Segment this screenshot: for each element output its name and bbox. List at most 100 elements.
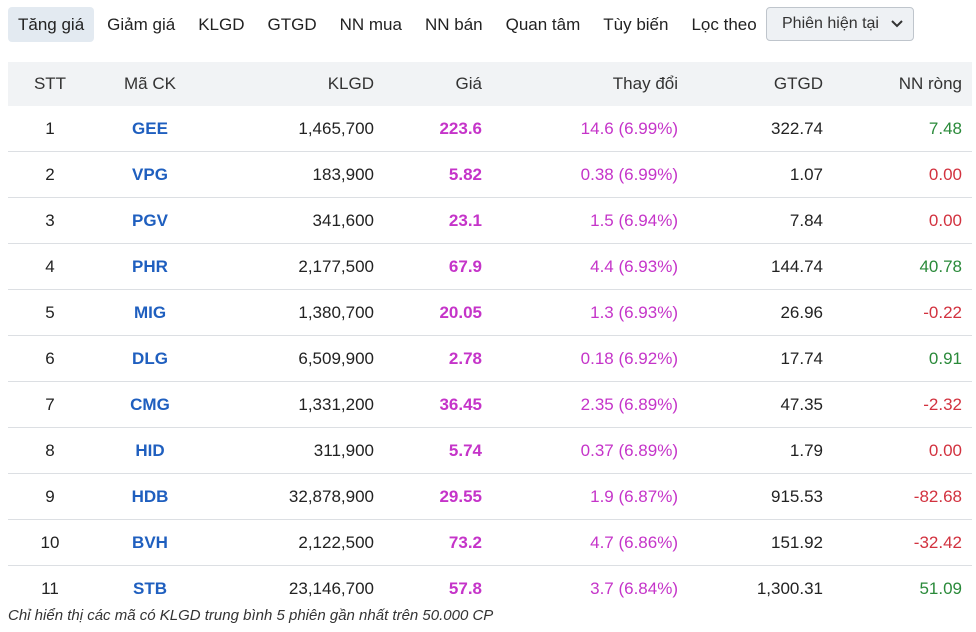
table-row: 6 DLG 6,509,900 2.78 0.18 (6.92%) 17.74 0.91 <box>8 335 972 382</box>
tab[interactable]: Giảm giá <box>107 15 176 34</box>
table-row: 3 PGV 341,600 23.1 1.5 (6.94%) 7.84 0.00 <box>8 197 972 244</box>
cell: 4.4 (6.93%) <box>492 243 688 290</box>
cell: 5 <box>8 289 92 336</box>
cell: 2,122,500 <box>208 519 384 566</box>
cell: 5.74 <box>384 427 492 474</box>
stock-code[interactable]: CMG <box>92 381 208 428</box>
cell: 3 <box>8 197 92 244</box>
cell: 4.7 (6.86%) <box>492 519 688 566</box>
tab[interactable]: Tăng giá <box>8 7 95 42</box>
cell: 1,380,700 <box>208 289 384 336</box>
cell: 0.18 (6.92%) <box>492 335 688 382</box>
cell: 73.2 <box>384 519 492 566</box>
column-header: Thay đổi <box>492 62 688 106</box>
cell: 1.9 (6.87%) <box>492 473 688 520</box>
cell: 17.74 <box>688 335 833 382</box>
cell: 144.74 <box>688 243 833 290</box>
cell: 51.09 <box>919 578 962 598</box>
cell: 915.53 <box>688 473 833 520</box>
table-row: 10 BVH 2,122,500 73.2 4.7 (6.86%) 151.92 -32.4… <box>8 519 972 566</box>
cell: 183,900 <box>208 151 384 198</box>
cell: 0.00 <box>833 427 972 474</box>
cell: 1,300.31 <box>756 578 823 598</box>
footnote: Chỉ hiển thị các mã có KLGD trung bình 5… <box>8 607 494 624</box>
cell: 1.79 <box>688 427 833 474</box>
cell: 4 <box>8 243 92 290</box>
stock-code[interactable]: DLG <box>92 335 208 382</box>
cell: 1,465,700 <box>208 106 384 152</box>
cell: 8 <box>8 427 92 474</box>
column-header: Giá <box>384 62 492 106</box>
tab[interactable]: NN bán <box>424 15 483 34</box>
cell: 14.6 (6.99%) <box>492 106 688 152</box>
cell: 40.78 <box>833 243 972 290</box>
table-row: 11 STB 23,146,700 57.8 3.7 (6.84%) 1,300.31 51… <box>8 566 972 612</box>
cell: 32,878,900 <box>208 473 384 520</box>
cell: 6,509,900 <box>208 335 384 382</box>
cell: 3.7 (6.84%) <box>590 578 678 598</box>
tab[interactable]: Lọc theo <box>691 15 757 34</box>
cell: 5.82 <box>384 151 492 198</box>
cell: 47.35 <box>688 381 833 428</box>
cell: 1,331,200 <box>208 381 384 428</box>
cell: 1 <box>8 106 92 152</box>
column-header: GTGD <box>688 62 833 106</box>
cell: -2.32 <box>833 381 972 428</box>
select-label: Phiên hiện tại <box>782 15 879 32</box>
header-row: STT Mã CK KLGD Giá Thay đổi GTGD NN ròng <box>8 62 972 106</box>
column-header: STT <box>8 62 92 106</box>
cell: 9 <box>8 473 92 520</box>
cell: 2.78 <box>384 335 492 382</box>
stock-code[interactable]: PGV <box>92 197 208 244</box>
cell: 7.48 <box>833 106 972 152</box>
cell: 36.45 <box>384 381 492 428</box>
cell: 0.38 (6.99%) <box>492 151 688 198</box>
cell: 57.8 <box>448 578 482 598</box>
cell: 7.84 <box>688 197 833 244</box>
stock-code[interactable]: BVH <box>92 519 208 566</box>
table-row: 2 VPG 183,900 5.82 0.38 (6.99%) 1.07 0.00 <box>8 151 972 198</box>
cell: 1.07 <box>688 151 833 198</box>
cell: 0.00 <box>833 197 972 244</box>
session-select[interactable]: Phiên hiện tại <box>766 7 914 41</box>
stock-code[interactable]: PHR <box>92 243 208 290</box>
stock-code[interactable]: VPG <box>92 151 208 198</box>
cell: 1.5 (6.94%) <box>492 197 688 244</box>
stock-code[interactable]: HDB <box>92 473 208 520</box>
cell: 311,900 <box>208 427 384 474</box>
tab[interactable]: Quan tâm <box>505 15 581 34</box>
cell: 0.00 <box>833 151 972 198</box>
tab[interactable]: NN mua <box>339 15 402 34</box>
column-header: KLGD <box>208 62 384 106</box>
table-body: 1 GEE 1,465,700 223.6 14.6 (6.99%) 322.74 7.48… <box>8 106 972 611</box>
cell: 2 <box>8 151 92 198</box>
cell: 0.91 <box>833 335 972 382</box>
stock-code[interactable]: MIG <box>92 289 208 336</box>
cell: 23.1 <box>384 197 492 244</box>
cell: 6 <box>8 335 92 382</box>
column-header: NN ròng <box>833 62 972 106</box>
cell: 2,177,500 <box>208 243 384 290</box>
cell: 151.92 <box>688 519 833 566</box>
cell: 0.37 (6.89%) <box>492 427 688 474</box>
cell: 1.3 (6.93%) <box>492 289 688 336</box>
cell: 23,146,700 <box>288 578 374 598</box>
stock-table: STT Mã CK KLGD Giá Thay đổi GTGD NN ròng 1 GEE 1… <box>8 62 972 611</box>
cell: 20.05 <box>384 289 492 336</box>
table-row: 1 GEE 1,465,700 223.6 14.6 (6.99%) 322.74 7.48 <box>8 106 972 152</box>
tab[interactable]: GTGD <box>267 15 317 34</box>
stock-code[interactable]: HID <box>92 427 208 474</box>
stock-code[interactable]: GEE <box>92 106 208 152</box>
cell: 2.35 (6.89%) <box>492 381 688 428</box>
tab[interactable]: Tùy biến <box>603 15 669 34</box>
cell: 223.6 <box>384 106 492 152</box>
cell: -0.22 <box>833 289 972 336</box>
cell: 29.55 <box>384 473 492 520</box>
cell: 10 <box>8 519 92 566</box>
tab[interactable]: KLGD <box>198 15 245 34</box>
cell: 26.96 <box>688 289 833 336</box>
cell: 341,600 <box>208 197 384 244</box>
stock-code[interactable]: STB <box>133 578 167 598</box>
table-row: 8 HID 311,900 5.74 0.37 (6.89%) 1.79 0.00 <box>8 427 972 474</box>
cell: -82.68 <box>833 473 972 520</box>
